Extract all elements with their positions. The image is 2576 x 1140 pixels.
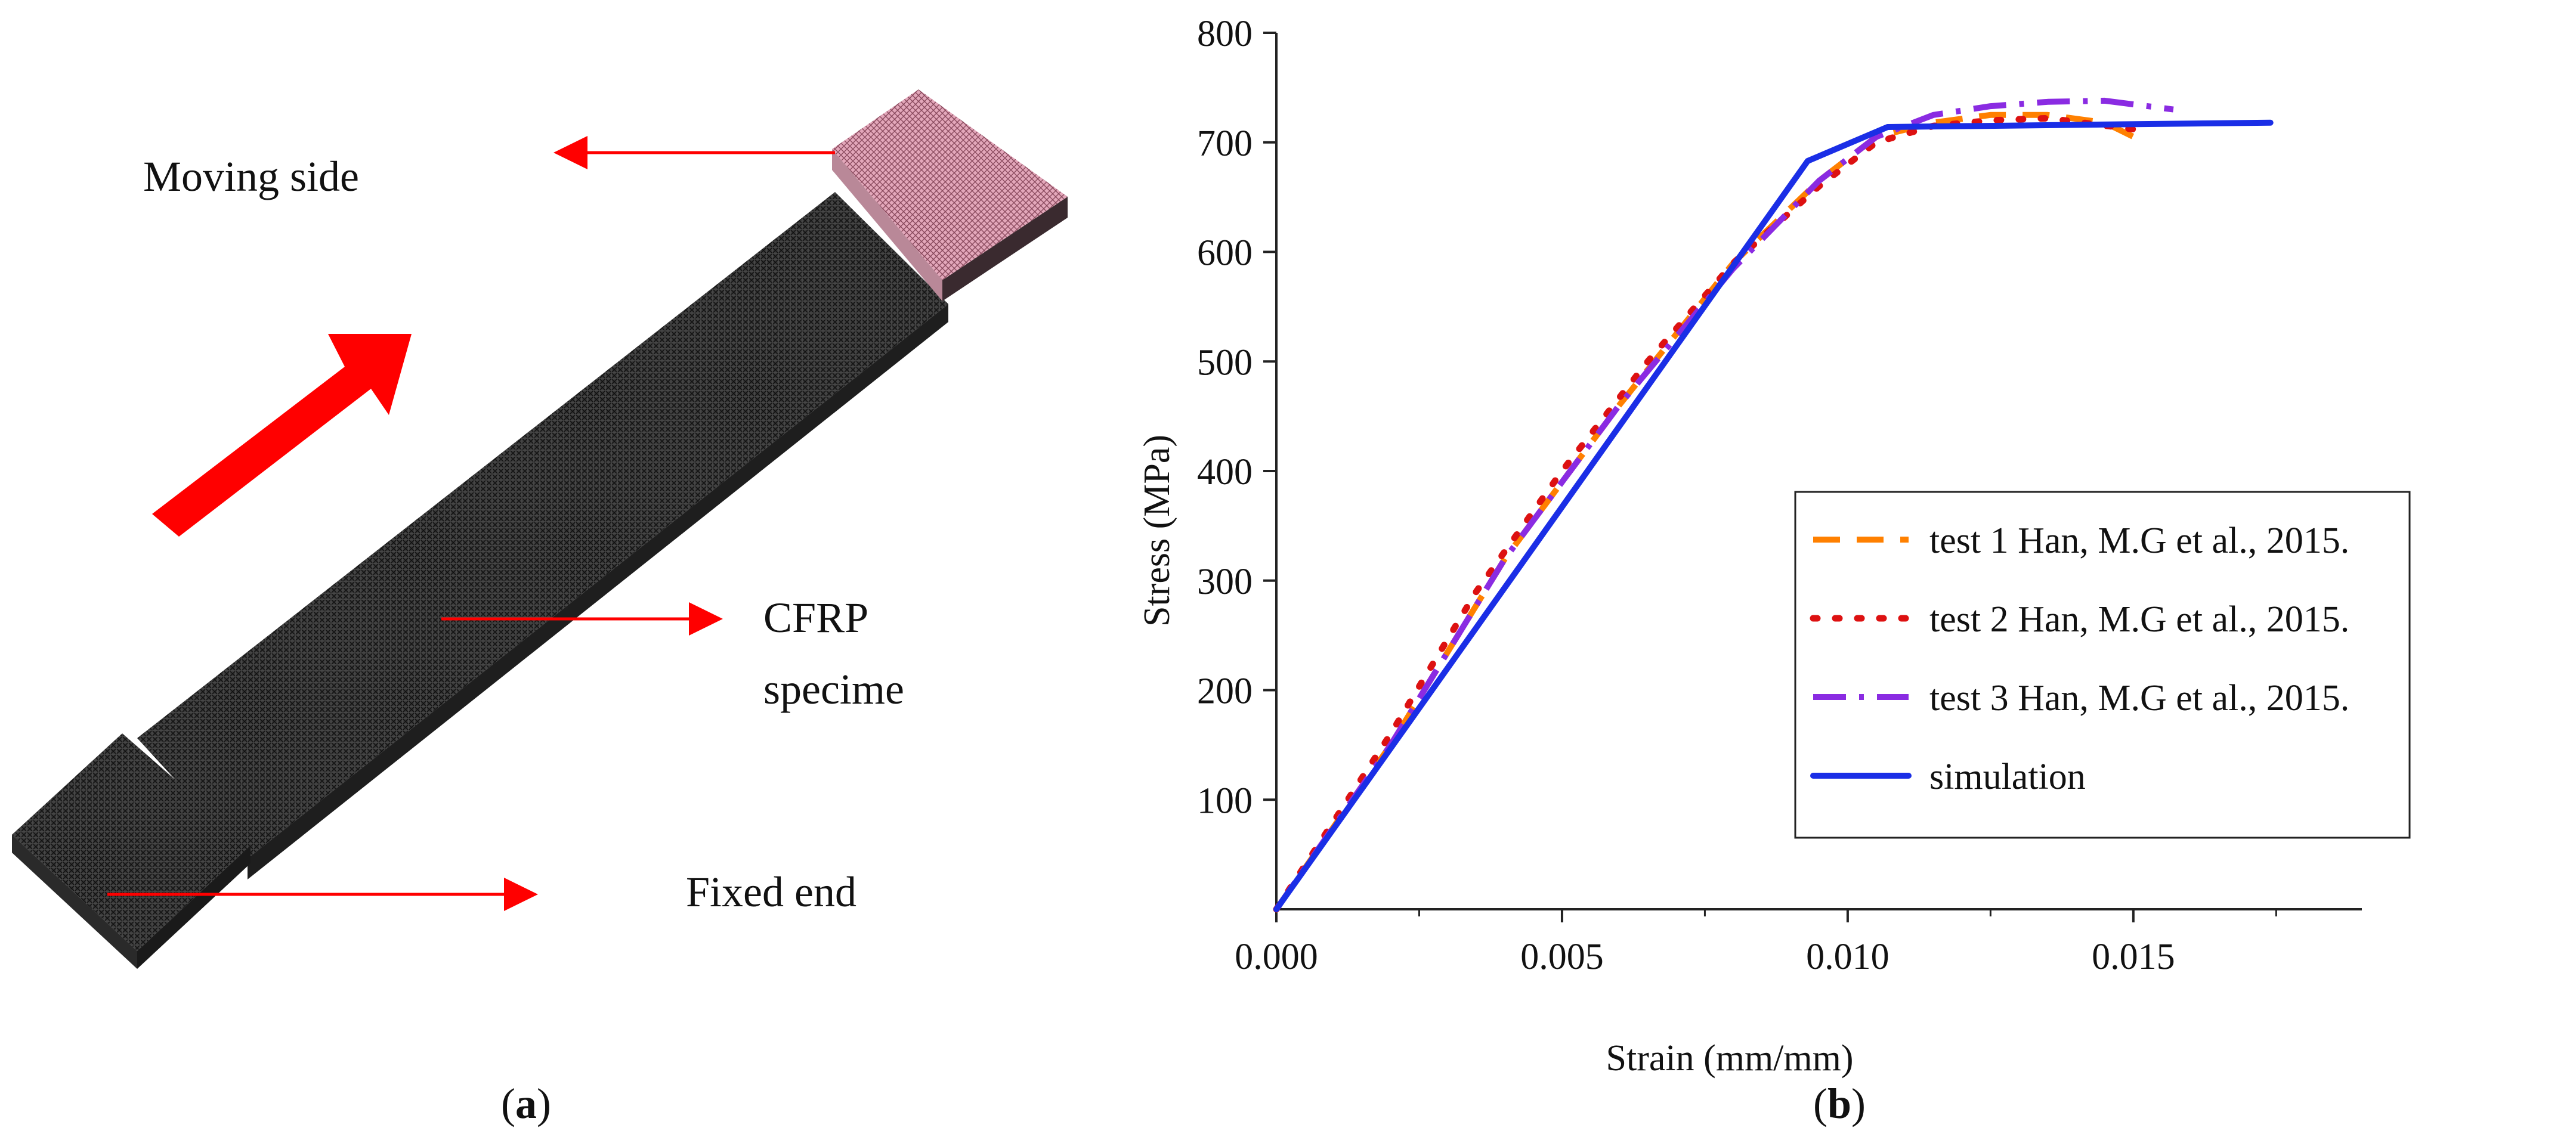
y-tick-label: 100 bbox=[1197, 780, 1253, 821]
y-axis-label: Stress (MPa) bbox=[1137, 435, 1177, 627]
moving-side-pointer-head bbox=[553, 136, 587, 169]
series-line-2 bbox=[1273, 114, 2137, 913]
panel-a-caption-letter: a bbox=[515, 1080, 537, 1127]
x-axis-label: Strain (mm/mm) bbox=[1606, 1038, 1853, 1079]
legend: test 1 Han, M.G et al., 2015. test 2 Han,… bbox=[1794, 491, 2411, 839]
fixed-end-tab bbox=[12, 733, 251, 951]
x-tick-label: 0.015 bbox=[2092, 937, 2175, 977]
y-tick-label: 400 bbox=[1197, 452, 1253, 492]
cfrp-specimen-side bbox=[248, 304, 948, 879]
panel-b: 0.000 0.005 0.010 0.015 100 200 300 400 500 600 70… bbox=[1133, 0, 2576, 1140]
series-line-3 bbox=[1273, 97, 2174, 911]
fixed-end-label: Fixed end bbox=[686, 868, 856, 916]
series-layer bbox=[1273, 97, 2274, 913]
y-tick-label: 600 bbox=[1197, 233, 1253, 274]
cfrp-pointer-head bbox=[689, 602, 723, 636]
fixed-end-tab-side bbox=[12, 835, 137, 969]
x-tick-label: 0.005 bbox=[1520, 937, 1604, 977]
legend-label-4: simulation bbox=[1929, 757, 2086, 797]
cfrp-label-line1: CFRP bbox=[763, 594, 869, 642]
legend-box bbox=[1794, 491, 2411, 839]
legend-label-1: test 1 Han, M.G et al., 2015. bbox=[1929, 521, 2349, 561]
y-tick-label: 200 bbox=[1197, 671, 1253, 712]
moving-side-tab-side bbox=[942, 197, 1068, 301]
panel-a-caption: (a) bbox=[501, 1080, 551, 1127]
y-tick-label: 300 bbox=[1197, 562, 1253, 602]
y-tick-label: 500 bbox=[1197, 342, 1253, 383]
panel-a: Moving side CFRP specime Fixed end (a) bbox=[0, 0, 1133, 1140]
legend-label-3: test 3 Han, M.G et al., 2015. bbox=[1929, 678, 2349, 718]
motion-direction-arrow bbox=[152, 334, 412, 537]
panel-b-caption: (b) bbox=[1813, 1080, 1866, 1127]
legend-label-2: test 2 Han, M.G et al., 2015. bbox=[1929, 599, 2349, 640]
y-tick-label: 700 bbox=[1197, 123, 1253, 164]
x-tick-label: 0.010 bbox=[1806, 937, 1890, 977]
cfrp-specimen-body bbox=[137, 192, 948, 859]
cfrp-label-line2: specime bbox=[763, 665, 904, 713]
stress-strain-chart: 0.000 0.005 0.010 0.015 100 200 300 400 500 600 70… bbox=[1137, 14, 2411, 1079]
axes: 0.000 0.005 0.010 0.015 100 200 300 400 500 600 70… bbox=[1137, 14, 2362, 1079]
moving-side-tab bbox=[832, 89, 1068, 280]
fixed-end-pointer-head bbox=[504, 878, 538, 911]
specimen-figure bbox=[12, 89, 1068, 969]
moving-side-label: Moving side bbox=[143, 153, 360, 200]
x-tick-label: 0.000 bbox=[1235, 937, 1318, 977]
y-tick-label: 800 bbox=[1197, 14, 1253, 54]
series-line-4 bbox=[1273, 119, 2274, 912]
panel-b-caption-letter: b bbox=[1827, 1080, 1852, 1127]
